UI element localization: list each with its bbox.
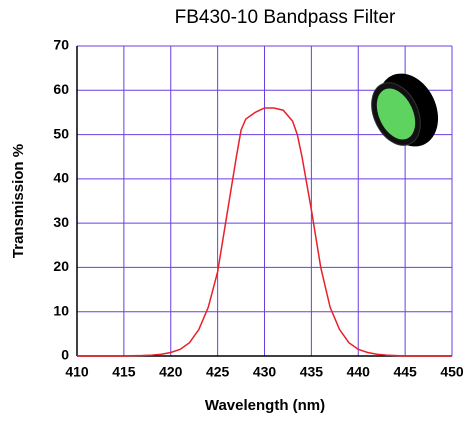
y-tick-label: 10 — [53, 302, 69, 318]
y-tick-label: 40 — [53, 170, 69, 186]
x-axis-label: Wavelength (nm) — [205, 397, 325, 414]
y-tick-label: 60 — [53, 81, 69, 97]
x-tick-label: 420 — [159, 364, 183, 380]
x-tick-label: 450 — [440, 364, 464, 380]
data-line — [77, 107, 452, 357]
filter-icon — [371, 73, 439, 147]
y-axis-label: Transmission % — [10, 144, 27, 258]
y-tick-label: 20 — [53, 258, 69, 274]
x-tick-label: 435 — [300, 364, 324, 380]
x-tick-label: 445 — [393, 364, 417, 380]
y-tick-label: 50 — [53, 125, 69, 141]
x-tick-label: 410 — [65, 364, 89, 380]
x-tick-label: 440 — [347, 364, 371, 380]
chart-title: FB430-10 Bandpass Filter — [175, 7, 396, 28]
y-tick-label: 30 — [53, 214, 69, 230]
x-tick-label: 430 — [253, 364, 277, 380]
y-tick-label: 70 — [53, 37, 69, 53]
x-tick-label: 415 — [112, 364, 136, 380]
y-tick-label: 0 — [61, 347, 69, 363]
x-tick-label: 425 — [206, 364, 230, 380]
